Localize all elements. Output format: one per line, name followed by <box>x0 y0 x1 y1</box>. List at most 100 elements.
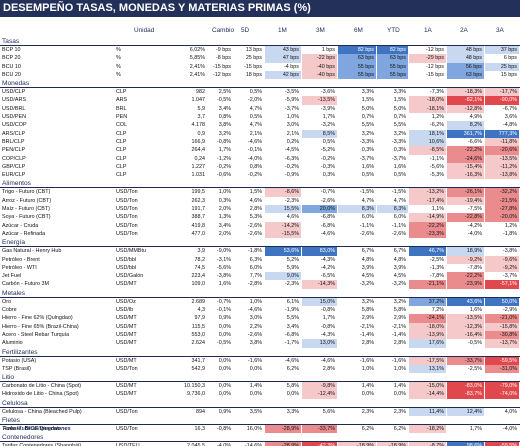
row-2a: 1,7% <box>469 425 482 432</box>
table-row: USD/CLP CLP 982 2,5% 0,5% -3,5% -3,6% 3,3% 3,3% -… <box>0 88 520 97</box>
row-5d: 13 bps <box>245 47 262 53</box>
row-6m: 4,8% <box>361 256 374 263</box>
row-unit: USD/MT <box>116 391 137 398</box>
row-ytd: 0,7% <box>393 114 406 121</box>
row-ytd: 1,5% <box>393 97 406 104</box>
row-1m: -0,9% <box>284 172 299 179</box>
row-name: Carbón - Futuro 3M <box>2 281 50 288</box>
row-unit: CLP <box>116 138 127 145</box>
row-3m: -4,3% <box>320 256 335 263</box>
row-value: 16,3 <box>194 425 206 432</box>
row-name: Petróleo - WTI <box>2 264 37 271</box>
table-row: Tarifas Contenedores (Shanghái) USD/TEU2.… <box>0 442 520 446</box>
table-row: Trigo - Futuro (CBT) USD/Ton 199,5 1,0% 1,5%… <box>0 188 520 197</box>
row-2a: 98,6% <box>447 442 484 446</box>
row-name: Trigo - Futuro (CBT) <box>2 189 51 196</box>
row-value: 3,9 <box>197 248 206 255</box>
row-1m: 5,2% <box>286 256 299 263</box>
row-value: 1.047 <box>191 97 206 104</box>
row-ytd: -3,3% <box>391 138 406 145</box>
row-1m: -28,9% <box>265 442 301 446</box>
row-ytd: 6,2% <box>393 425 406 432</box>
row-2a: -13,5% <box>447 314 484 323</box>
row-1a: -1,1% <box>429 155 444 162</box>
row-ytd: -1,4% <box>391 331 406 338</box>
row-value: 166,9 <box>191 138 206 145</box>
row-3a: -15,8% <box>485 322 519 331</box>
row-6m: 5,0% <box>361 105 374 112</box>
row-3m: -0,8% <box>320 307 335 314</box>
row-6m: 1,5% <box>361 97 374 104</box>
row-3m: 1,7% <box>322 114 335 121</box>
row-5d: -1,8% <box>247 248 262 255</box>
row-6m: -3,2% <box>359 281 374 288</box>
table-row: Petróleo - Brent USD/bbl 78,2 -3,1% 6,3% 5,2%… <box>0 255 520 264</box>
row-3a: -13,8% <box>485 171 519 180</box>
row-unit: USD/Ton <box>116 365 138 372</box>
row-2a: -23,9% <box>447 280 484 289</box>
section-header: Energía <box>0 238 520 248</box>
row-6m: 1,6% <box>361 163 374 170</box>
row-1a: -8,5% <box>409 146 446 155</box>
row-ytd: 63 bps <box>377 54 408 63</box>
row-6m: 6,7% <box>361 248 374 255</box>
row-1m: 5,8% <box>286 383 299 390</box>
row-5d: -15 bps <box>244 63 262 70</box>
table-row: EUR/CLP CLP 1.031 -0,6% -0,2% -0,9% 0,3% 0,5% 0,… <box>0 171 520 180</box>
row-6m: 2,8% <box>361 340 374 347</box>
row-3m: -12,4% <box>302 390 337 399</box>
row-change: -12 bps <box>213 71 231 78</box>
row-5d: 4,7% <box>249 105 262 112</box>
row-ytd: -2,1% <box>391 323 406 330</box>
row-name: USD/ARS <box>2 97 26 104</box>
row-unit: COL <box>116 122 128 129</box>
section-header: Celulosa <box>0 399 520 408</box>
row-unit: USD/bbl <box>116 256 137 263</box>
row-3m: -40 bps <box>302 70 337 80</box>
row-change: -0,6% <box>216 172 231 179</box>
row-2a: -19,4% <box>447 196 484 206</box>
row-name: USD/CLP <box>2 89 26 96</box>
row-ytd: 8,3% <box>377 205 408 214</box>
section-header: Fertilizantes <box>0 348 520 357</box>
row-unit: USD/bbl <box>116 264 137 271</box>
row-3a: -59,5% <box>485 356 519 365</box>
row-5d: 0,8% <box>249 163 262 170</box>
row-1m: -6,8% <box>284 331 299 338</box>
row-3a: -31,0% <box>485 364 519 374</box>
row-ytd: 6,7% <box>393 248 406 255</box>
row-value: 74,5 <box>194 264 206 271</box>
row-unit: USD/TEU <box>116 442 162 446</box>
row-value: 2.045,5 <box>163 442 207 446</box>
row-6m: 5,8% <box>361 307 374 314</box>
row-2a: -7,8% <box>467 264 482 271</box>
row-ytd: -18,9% <box>377 442 408 446</box>
row-3m: -0,2% <box>320 155 335 162</box>
row-1a: -21,1% <box>409 280 446 289</box>
row-ytd: 6,0% <box>393 214 406 221</box>
row-1m: -0,2% <box>284 163 299 170</box>
row-2a: -82,1% <box>447 96 484 105</box>
table-row: Hierro - Fine 65% (Brazil-China) USD/MT 11… <box>0 322 520 331</box>
row-change: 0,0% <box>218 391 231 398</box>
row-3a: 1,2% <box>504 222 517 229</box>
row-value: 419,8 <box>191 222 206 229</box>
row-1a: 10,6% <box>409 137 446 147</box>
row-name: Arroz - Futuro (CBT) <box>2 197 52 204</box>
row-1m: -4 bps <box>284 63 299 70</box>
row-3a: -3,7% <box>502 273 517 280</box>
row-3m: -3,2% <box>320 122 335 129</box>
row-ytd: 2,3% <box>393 408 406 415</box>
row-1m: -2,3% <box>284 281 299 288</box>
row-1m: 3,4% <box>286 323 299 330</box>
row-1a: 1,2% <box>431 114 444 121</box>
row-3a: -11,8% <box>485 137 519 147</box>
row-change: -3,8% <box>216 273 231 280</box>
row-name: Celulosa - China (Bleached Pulp) <box>2 408 82 415</box>
row-6m: -2,6% <box>359 230 374 237</box>
row-value: 388,7 <box>191 214 206 221</box>
row-change: -8 bps <box>216 55 231 62</box>
row-6m: 4,7% <box>361 197 374 204</box>
row-5d: 2,2% <box>249 323 262 330</box>
row-6m: 5,5% <box>361 122 374 129</box>
